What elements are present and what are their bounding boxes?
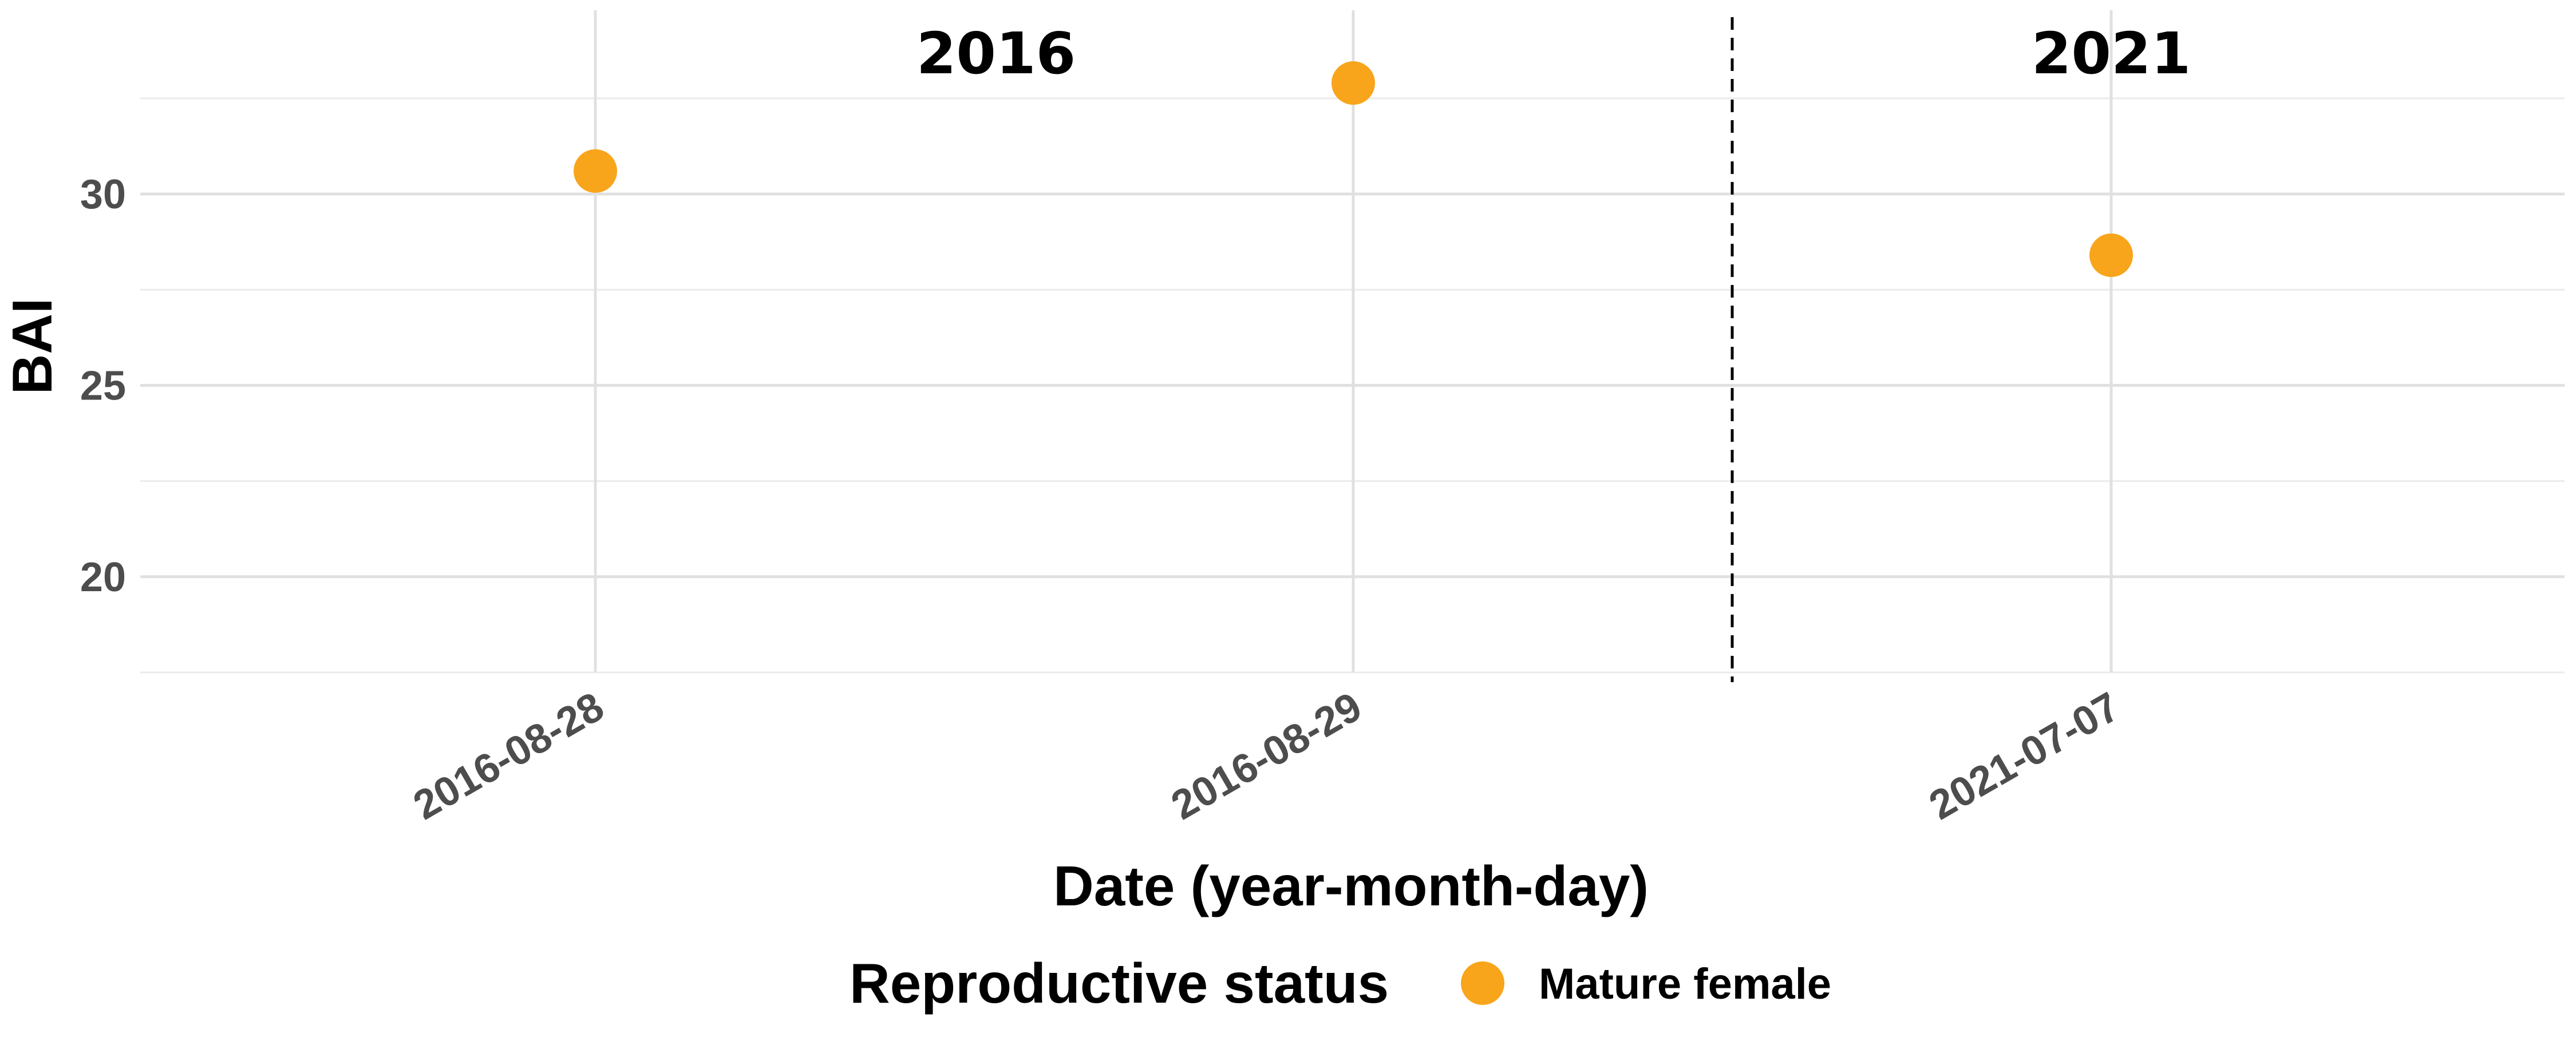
legend-title: Reproductive status: [850, 952, 1389, 1015]
x-tick-label: 2016-08-29: [1164, 684, 1369, 829]
x-tick-label: 2021-07-07: [1922, 684, 2127, 829]
legend: Reproductive status Mature female: [850, 952, 1831, 1015]
data-point-2021-07-07: [2089, 233, 2133, 278]
x-tick-labels: 2016-08-28 2016-08-29 2021-07-07: [406, 684, 2127, 829]
data-point-2016-08-29: [1332, 61, 1375, 105]
x-tick-label: 2016-08-28: [406, 684, 611, 829]
y-tick-label: 30: [80, 172, 126, 217]
y-tick-labels: 20 25 30: [80, 172, 126, 600]
x-axis-title: Date (year-month-day): [1053, 854, 1649, 917]
y-tick-label: 20: [80, 555, 126, 600]
panel-label-2016: 2016: [916, 20, 1076, 87]
y-axis-title: BAI: [1, 298, 64, 395]
legend-label-mature-female: Mature female: [1539, 960, 1831, 1008]
grid-layer: [140, 10, 2565, 674]
data-point-2016-08-28: [574, 149, 617, 193]
y-tick-label: 25: [80, 363, 126, 409]
legend-marker-mature-female: [1461, 961, 1504, 1005]
panel-label-2021: 2021: [2032, 20, 2191, 87]
data-points-layer: [574, 61, 2133, 278]
